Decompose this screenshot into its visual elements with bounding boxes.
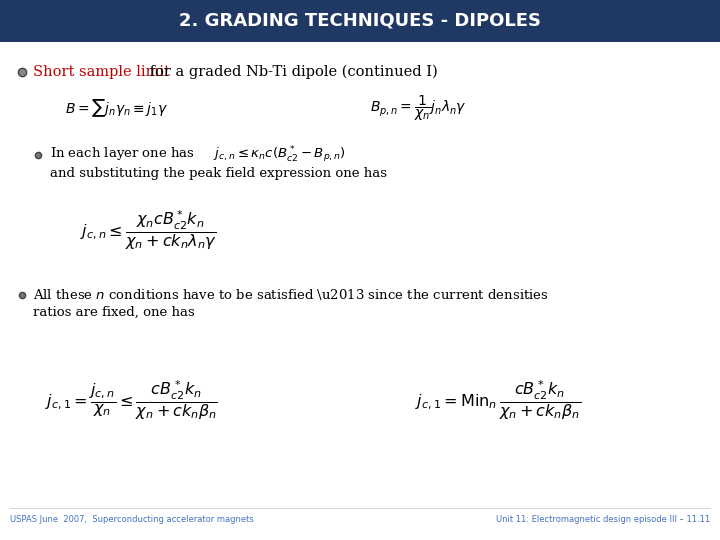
Text: Short sample limit: Short sample limit — [33, 65, 170, 79]
Text: for a graded Nb-Ti dipole (continued I): for a graded Nb-Ti dipole (continued I) — [145, 65, 438, 79]
Bar — [0, 0, 720, 42]
Text: All these $n$ conditions have to be satisfied \u2013 since the current densities: All these $n$ conditions have to be sati… — [33, 287, 549, 302]
Text: USPAS June  2007,  Superconducting accelerator magnets: USPAS June 2007, Superconducting acceler… — [10, 516, 253, 524]
Text: and substituting the peak field expression one has: and substituting the peak field expressi… — [50, 166, 387, 179]
Text: In each layer one has     $j_{c,n} \leq \kappa_n c(B^*_{c2} - B_{p,n})$: In each layer one has $j_{c,n} \leq \kap… — [50, 145, 346, 165]
Text: $j_{c,n} \leq \dfrac{\chi_n c B^*_{c2} k_n}{\chi_n + c k_n \lambda_n \gamma}$: $j_{c,n} \leq \dfrac{\chi_n c B^*_{c2} k… — [80, 208, 217, 252]
Text: 2. GRADING TECHNIQUES - DIPOLES: 2. GRADING TECHNIQUES - DIPOLES — [179, 12, 541, 30]
Text: $B = \sum j_n \gamma_n \equiv j_1 \gamma$: $B = \sum j_n \gamma_n \equiv j_1 \gamma… — [65, 97, 168, 119]
Text: $B_{p,n} = \dfrac{1}{\chi_n} j_n \lambda_n \gamma$: $B_{p,n} = \dfrac{1}{\chi_n} j_n \lambda… — [370, 93, 467, 123]
Text: $j_{c,1} = \mathrm{Min}_n \, \dfrac{c B^*_{c2} k_n}{\chi_n + c k_n \beta_n}$: $j_{c,1} = \mathrm{Min}_n \, \dfrac{c B^… — [415, 379, 581, 422]
Text: ratios are fixed, one has: ratios are fixed, one has — [33, 306, 194, 319]
Text: $j_{c,1} = \dfrac{j_{c,n}}{\chi_n} \leq \dfrac{c B^*_{c2} k_n}{\chi_n + c k_n \b: $j_{c,1} = \dfrac{j_{c,n}}{\chi_n} \leq … — [45, 379, 218, 422]
Text: Unit 11: Electromagnetic design episode III – 11.11: Unit 11: Electromagnetic design episode … — [496, 516, 710, 524]
